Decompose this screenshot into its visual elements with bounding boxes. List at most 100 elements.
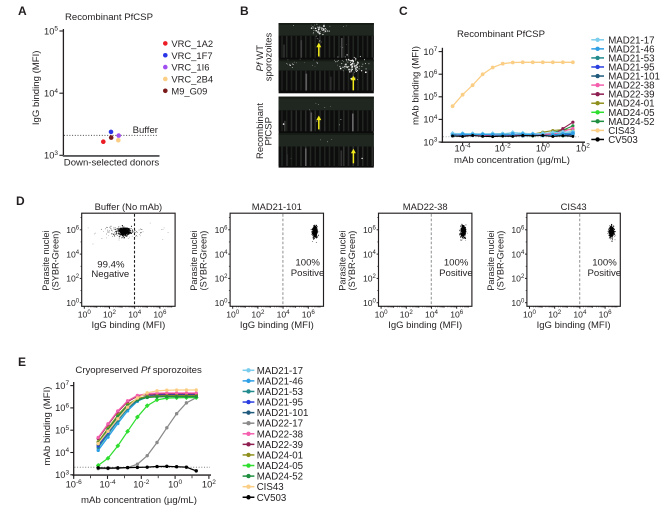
svg-text:100: 100: [78, 309, 92, 319]
svg-text:104: 104: [511, 249, 525, 259]
svg-text:105: 105: [44, 26, 58, 37]
svg-text:Pf WT: Pf WT: [255, 45, 266, 72]
svg-text:MAD21-53: MAD21-53: [257, 387, 303, 398]
svg-text:102: 102: [66, 274, 80, 284]
svg-text:104: 104: [128, 309, 142, 319]
svg-text:100%: 100%: [295, 257, 320, 268]
svg-text:IgG binding (MFI): IgG binding (MFI): [537, 320, 611, 331]
svg-text:Cryopreserved Pf sporozoites: Cryopreserved Pf sporozoites: [75, 365, 202, 376]
svg-text:Parasite nuclei: Parasite nuclei: [486, 230, 496, 290]
svg-text:104: 104: [363, 249, 377, 259]
svg-text:106: 106: [55, 403, 69, 414]
svg-text:VRC_1I6: VRC_1I6: [171, 62, 209, 73]
svg-text:106: 106: [302, 309, 316, 319]
svg-text:106: 106: [215, 225, 229, 235]
svg-text:mAb binding (MFI): mAb binding (MFI): [410, 46, 421, 125]
svg-text:107: 107: [423, 46, 437, 57]
svg-text:MAD24-05: MAD24-05: [257, 461, 303, 472]
svg-text:100: 100: [215, 298, 229, 308]
svg-text:104: 104: [44, 88, 58, 99]
svg-text:Recombinant PfCSP: Recombinant PfCSP: [65, 12, 153, 23]
svg-text:100: 100: [363, 298, 377, 308]
svg-text:MAD22-38: MAD22-38: [257, 429, 303, 440]
svg-text:102: 102: [103, 309, 117, 319]
svg-text:MAD21-17: MAD21-17: [257, 366, 303, 377]
svg-text:Buffer: Buffer: [133, 125, 159, 136]
svg-text:CIS43: CIS43: [561, 201, 587, 212]
svg-text:Down-selected donors: Down-selected donors: [64, 157, 160, 168]
svg-text:103: 103: [44, 150, 58, 161]
svg-text:Positive: Positive: [291, 268, 325, 279]
svg-text:102: 102: [363, 274, 377, 284]
svg-text:100%: 100%: [592, 257, 617, 268]
svg-text:100: 100: [168, 479, 182, 490]
svg-text:104: 104: [215, 249, 229, 259]
svg-text:100%: 100%: [444, 257, 469, 268]
svg-text:M9_G09: M9_G09: [171, 85, 207, 96]
svg-text:10-4: 10-4: [99, 479, 116, 490]
svg-text:MAD21-46: MAD21-46: [608, 44, 654, 55]
svg-text:105: 105: [423, 91, 437, 102]
svg-text:MAD24-52: MAD24-52: [257, 472, 303, 483]
svg-text:104: 104: [55, 447, 69, 458]
svg-text:IgG binding (MFI): IgG binding (MFI): [31, 50, 42, 125]
svg-text:106: 106: [450, 309, 464, 319]
svg-text:100: 100: [536, 143, 550, 154]
svg-text:102: 102: [576, 143, 590, 154]
svg-text:Negative: Negative: [91, 269, 129, 280]
svg-text:C: C: [399, 4, 408, 18]
svg-text:(SYBR-Green): (SYBR-Green): [347, 231, 357, 291]
svg-text:102: 102: [251, 309, 265, 319]
svg-text:VRC_1A2: VRC_1A2: [171, 38, 213, 49]
svg-text:mAb concentration (µg/mL): mAb concentration (µg/mL): [454, 155, 570, 166]
svg-text:IgG binding (MFI): IgG binding (MFI): [388, 320, 462, 331]
svg-text:100: 100: [226, 309, 240, 319]
svg-text:Recombinant PfCSP: Recombinant PfCSP: [457, 29, 545, 40]
svg-text:sporozoites: sporozoites: [263, 32, 274, 81]
svg-text:104: 104: [425, 309, 439, 319]
svg-text:100: 100: [66, 298, 80, 308]
svg-text:Parasite nuclei: Parasite nuclei: [338, 230, 348, 290]
svg-text:104: 104: [423, 114, 437, 125]
svg-text:MAD22-17: MAD22-17: [257, 419, 303, 430]
svg-text:CV503: CV503: [608, 135, 638, 146]
svg-text:MAD24-01: MAD24-01: [257, 450, 303, 461]
svg-text:mAb concentration (µg/mL): mAb concentration (µg/mL): [81, 495, 197, 506]
svg-text:Positive: Positive: [439, 268, 473, 279]
svg-text:106: 106: [66, 225, 80, 235]
svg-text:103: 103: [423, 137, 437, 148]
svg-text:MAD21-53: MAD21-53: [608, 53, 654, 64]
svg-text:MAD21-101: MAD21-101: [257, 408, 309, 419]
svg-text:105: 105: [55, 425, 69, 436]
svg-text:102: 102: [548, 309, 562, 319]
svg-text:Parasite nuclei: Parasite nuclei: [41, 230, 51, 290]
svg-text:IgG binding (MFI): IgG binding (MFI): [240, 320, 314, 331]
svg-text:103: 103: [55, 469, 69, 480]
svg-text:MAD21-101: MAD21-101: [252, 201, 302, 212]
svg-text:107: 107: [55, 380, 69, 391]
svg-text:VRC_1F7: VRC_1F7: [171, 50, 212, 61]
svg-text:MAD21-17: MAD21-17: [608, 35, 654, 46]
svg-text:99.4%: 99.4%: [97, 259, 125, 270]
svg-text:MAD21-95: MAD21-95: [257, 398, 303, 409]
svg-text:10-4: 10-4: [455, 143, 472, 154]
svg-text:100: 100: [523, 309, 537, 319]
svg-text:MAD21-46: MAD21-46: [257, 376, 303, 387]
svg-text:106: 106: [599, 309, 613, 319]
svg-text:102: 102: [511, 274, 525, 284]
svg-text:CIS43: CIS43: [608, 126, 635, 137]
svg-text:B: B: [240, 4, 249, 18]
svg-text:106: 106: [511, 225, 525, 235]
svg-text:106: 106: [423, 69, 437, 80]
svg-text:MAD24-52: MAD24-52: [608, 117, 654, 128]
svg-text:Positive: Positive: [588, 268, 622, 279]
svg-text:D: D: [16, 194, 25, 208]
svg-text:100: 100: [511, 298, 525, 308]
svg-text:104: 104: [277, 309, 291, 319]
svg-text:100: 100: [375, 309, 389, 319]
svg-text:MAD22-38: MAD22-38: [403, 201, 448, 212]
svg-text:Recombinant: Recombinant: [255, 103, 266, 159]
svg-text:CV503: CV503: [257, 493, 287, 504]
svg-text:104: 104: [66, 249, 80, 259]
svg-text:Buffer (No mAb): Buffer (No mAb): [95, 201, 163, 212]
